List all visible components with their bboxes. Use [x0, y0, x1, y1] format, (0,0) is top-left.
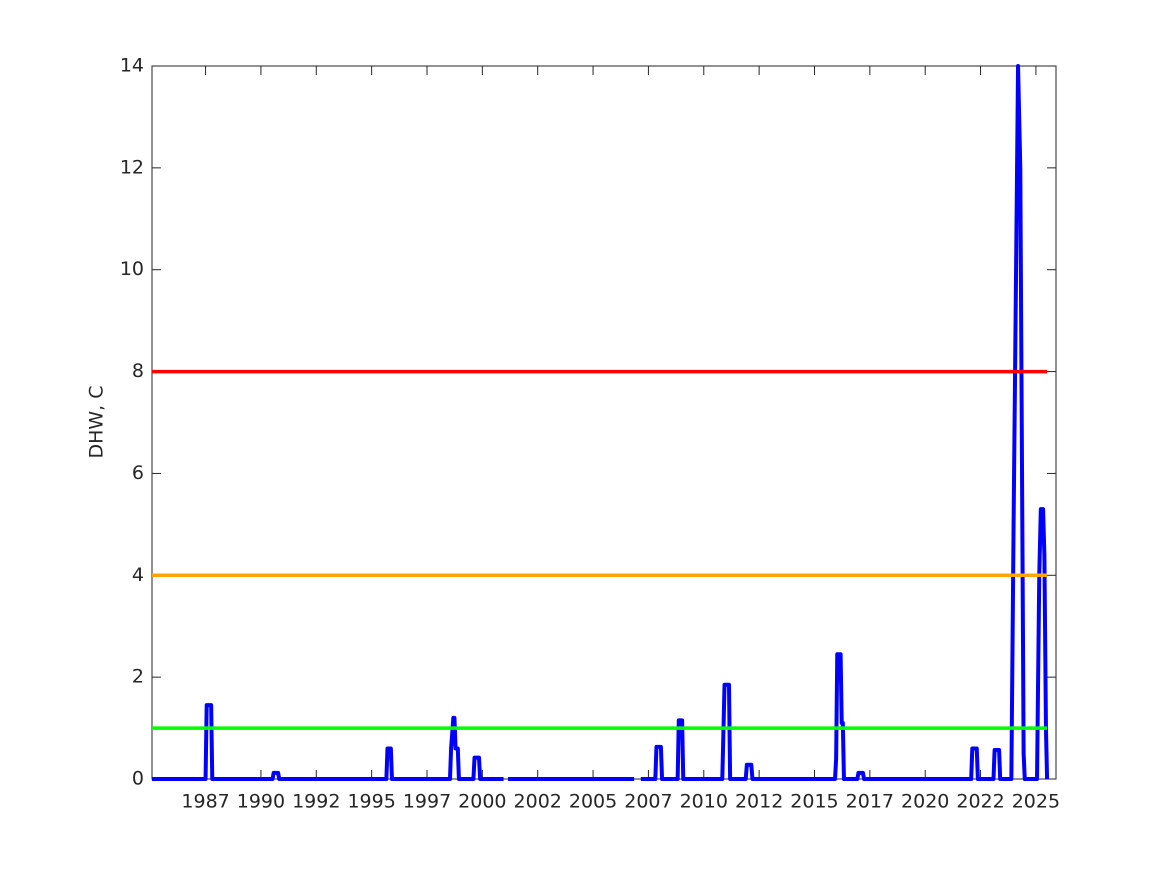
x-tick-label: 1990: [237, 791, 285, 813]
y-tick-label: 4: [132, 564, 144, 586]
y-tick-label: 14: [120, 55, 144, 77]
x-tick-label: 2000: [458, 791, 506, 813]
x-tick-label: 1995: [347, 791, 395, 813]
x-tick-label: 2002: [514, 791, 562, 813]
x-tick-label: 1987: [181, 791, 229, 813]
x-tick-label: 2010: [680, 791, 728, 813]
x-tick-label: 2020: [901, 791, 949, 813]
y-tick-label: 2: [132, 666, 144, 688]
plot-area: [151, 65, 1057, 780]
y-tick-label: 12: [120, 156, 144, 178]
x-tick-label: 2017: [846, 791, 894, 813]
x-tick-label: 2007: [624, 791, 672, 813]
x-tick-label: 2015: [790, 791, 838, 813]
y-axis-label: DHW, C: [86, 385, 108, 458]
data-line: [152, 64, 1050, 781]
y-tick-label: 6: [132, 462, 144, 484]
y-tick-label: 8: [132, 360, 144, 382]
x-tick-label: 2012: [735, 791, 783, 813]
x-tick-label: 1997: [403, 791, 451, 813]
y-tick-label: 10: [120, 258, 144, 280]
x-tick-label: 1992: [292, 791, 340, 813]
x-tick-label: 2025: [1012, 791, 1060, 813]
x-tick-label: 2005: [569, 791, 617, 813]
x-tick-label: 2022: [956, 791, 1004, 813]
y-tick-label: 0: [132, 768, 144, 790]
